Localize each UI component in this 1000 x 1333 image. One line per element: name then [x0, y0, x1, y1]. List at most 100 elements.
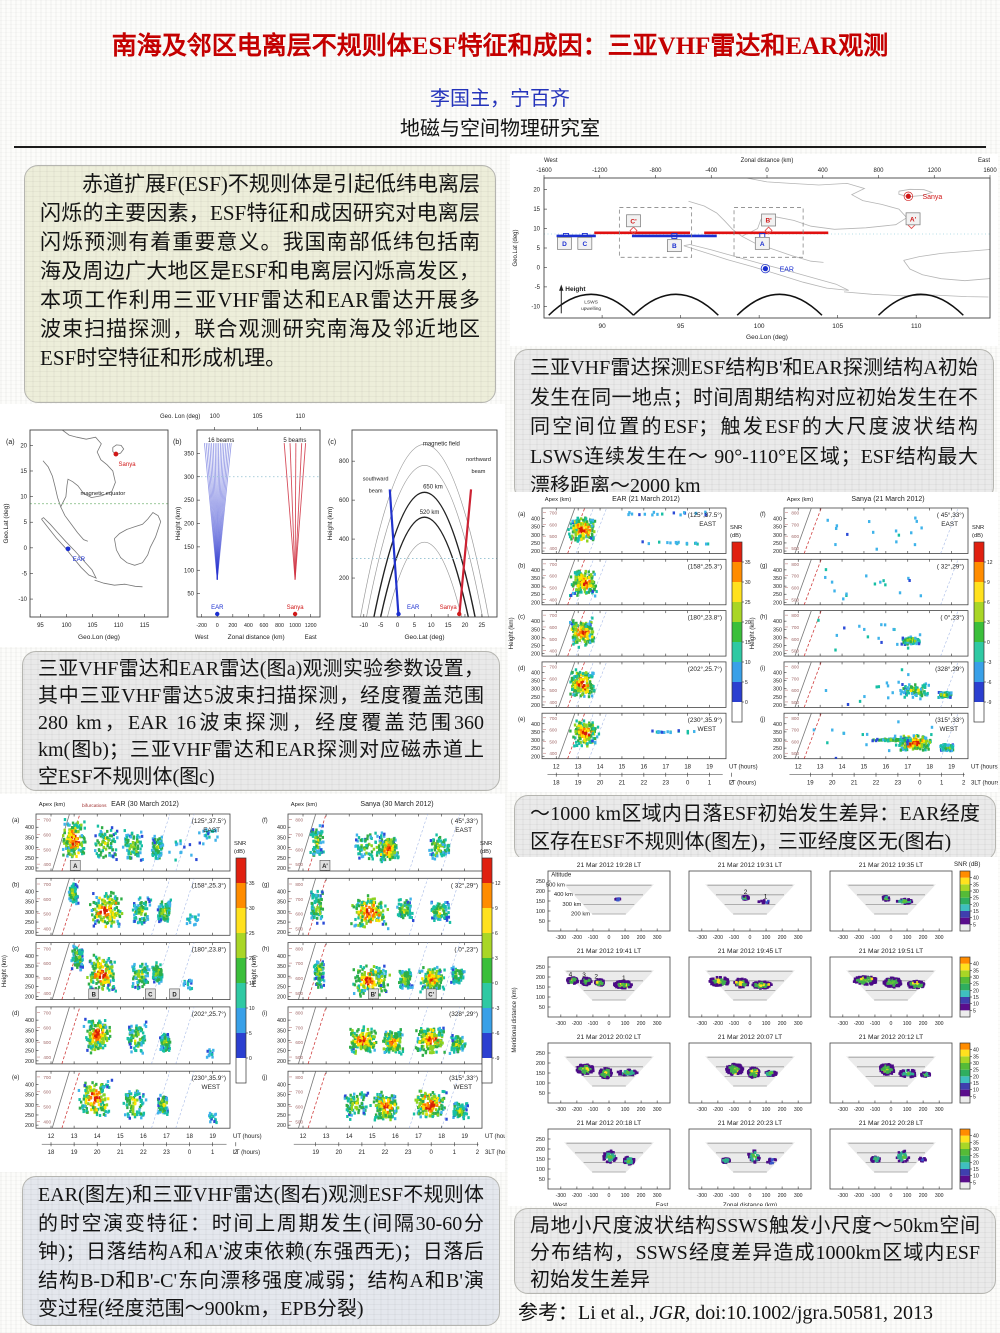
svg-text:800: 800: [275, 623, 284, 629]
svg-text:D: D: [172, 992, 177, 998]
svg-text:800: 800: [295, 1075, 303, 1080]
svg-text:C: C: [582, 241, 587, 248]
svg-text:400: 400: [339, 537, 350, 543]
svg-text:-5: -5: [22, 571, 28, 577]
svg-text:600: 600: [339, 498, 350, 504]
svg-text:17: 17: [415, 1134, 422, 1140]
svg-text:(d): (d): [12, 1011, 19, 1017]
svg-text:1: 1: [211, 1150, 215, 1156]
svg-text:(dB): (dB): [480, 849, 491, 855]
svg-text:10: 10: [533, 227, 540, 233]
svg-text:EAR: EAR: [780, 267, 794, 274]
svg-text:400: 400: [25, 1082, 34, 1088]
poster-authors: 李国主，宁百齐: [430, 88, 570, 110]
svg-text:12: 12: [48, 1134, 55, 1140]
svg-text:(b): (b): [12, 882, 19, 888]
svg-text:18: 18: [186, 1134, 193, 1140]
svg-text:23: 23: [163, 1150, 170, 1156]
svg-text:30: 30: [249, 906, 255, 912]
svg-text:Geo.Lon (deg): Geo.Lon (deg): [746, 334, 788, 341]
svg-text:( 45°,33°): ( 45°,33°): [451, 817, 478, 825]
svg-text:C': C': [630, 218, 637, 225]
svg-text:400: 400: [43, 1055, 51, 1060]
svg-text:400: 400: [25, 825, 34, 831]
svg-text:EAR: EAR: [73, 557, 86, 563]
svg-text:105: 105: [832, 323, 843, 330]
svg-text:-1600: -1600: [536, 168, 552, 174]
svg-text:22: 22: [140, 1150, 147, 1156]
svg-text:B: B: [672, 243, 677, 250]
svg-text:800: 800: [295, 818, 303, 823]
svg-text:600: 600: [295, 847, 303, 852]
svg-text:-5: -5: [535, 285, 541, 291]
svg-text:350: 350: [25, 835, 34, 841]
svg-text:(a): (a): [12, 818, 19, 824]
svg-text:5: 5: [24, 520, 28, 526]
svg-text:800: 800: [295, 946, 303, 951]
svg-text:21: 21: [117, 1150, 124, 1156]
svg-text:400: 400: [277, 890, 286, 896]
svg-text:0: 0: [430, 1150, 434, 1156]
svg-text:Height (km): Height (km): [251, 955, 258, 987]
reference-journal: JGR: [649, 1302, 686, 1324]
svg-text:(j): (j): [262, 1075, 267, 1081]
svg-text:400: 400: [43, 1119, 51, 1124]
svg-text:700: 700: [43, 882, 51, 887]
svg-text:LSWS: LSWS: [584, 300, 598, 306]
svg-text:(i): (i): [262, 1011, 267, 1017]
map-summary-box: 三亚VHF雷达探测ESF结构B'和EAR探测结构A初始发生在同一地点；时间周期结…: [514, 349, 994, 501]
svg-text:EAR (30 March 2012): EAR (30 March 2012): [111, 801, 179, 808]
svg-text:Height (km): Height (km): [1, 955, 8, 987]
svg-text:SNR: SNR: [234, 841, 246, 847]
svg-text:250: 250: [25, 920, 34, 926]
svg-text:(158°,25.3°): (158°,25.3°): [192, 881, 226, 889]
svg-text:600: 600: [260, 623, 269, 629]
svg-text:10: 10: [249, 1006, 255, 1012]
svg-text:southward: southward: [363, 477, 389, 483]
svg-text:500: 500: [295, 862, 303, 867]
svg-text:Geo.Lat (deg): Geo.Lat (deg): [404, 634, 444, 641]
svg-text:0: 0: [537, 265, 541, 271]
svg-text:-800: -800: [649, 168, 662, 174]
svg-text:Apex (km): Apex (km): [39, 802, 65, 808]
svg-text:EAST: EAST: [455, 827, 472, 834]
svg-text:200: 200: [25, 995, 34, 1001]
svg-text:A': A': [322, 864, 328, 870]
svg-text:0: 0: [495, 981, 498, 987]
header-divider: [14, 146, 986, 148]
svg-text:500: 500: [295, 926, 303, 931]
svg-text:250: 250: [25, 856, 34, 862]
map-figure: West East Zonal distance (km) -1600 -1200 -80…: [510, 154, 998, 346]
svg-text:13: 13: [71, 1134, 78, 1140]
svg-text:300: 300: [25, 1038, 34, 1044]
svg-text:20: 20: [335, 1150, 342, 1156]
svg-text:WEST: WEST: [202, 1084, 221, 1091]
svg-text:14: 14: [346, 1134, 353, 1140]
svg-text:500: 500: [295, 1055, 303, 1060]
svg-text:northward: northward: [466, 457, 491, 463]
svg-text:EAR: EAR: [211, 605, 224, 611]
svg-text:400: 400: [43, 862, 51, 867]
svg-text:5: 5: [537, 246, 541, 252]
svg-text:15: 15: [533, 207, 540, 213]
svg-text:(a): (a): [6, 439, 15, 446]
svg-text:600: 600: [295, 1040, 303, 1045]
svg-text:600: 600: [43, 1025, 51, 1030]
svg-text:250: 250: [25, 1049, 34, 1055]
svg-text:(f): (f): [262, 818, 268, 824]
svg-text:magnetic field: magnetic field: [423, 442, 460, 448]
svg-text:0: 0: [216, 623, 219, 629]
svg-text:500: 500: [43, 847, 51, 852]
svg-text:beam: beam: [369, 488, 383, 494]
svg-text:Sanya: Sanya: [119, 462, 137, 468]
svg-text:200: 200: [184, 522, 195, 528]
svg-text:(c): (c): [328, 439, 336, 446]
svg-text:10: 10: [428, 623, 435, 629]
svg-text:700: 700: [43, 946, 51, 951]
svg-text:95: 95: [37, 623, 44, 629]
svg-text:12: 12: [495, 881, 501, 887]
svg-text:250: 250: [25, 984, 34, 990]
reference-prefix: 参考：Li et al.,: [518, 1302, 650, 1324]
svg-text:350: 350: [25, 1093, 34, 1099]
